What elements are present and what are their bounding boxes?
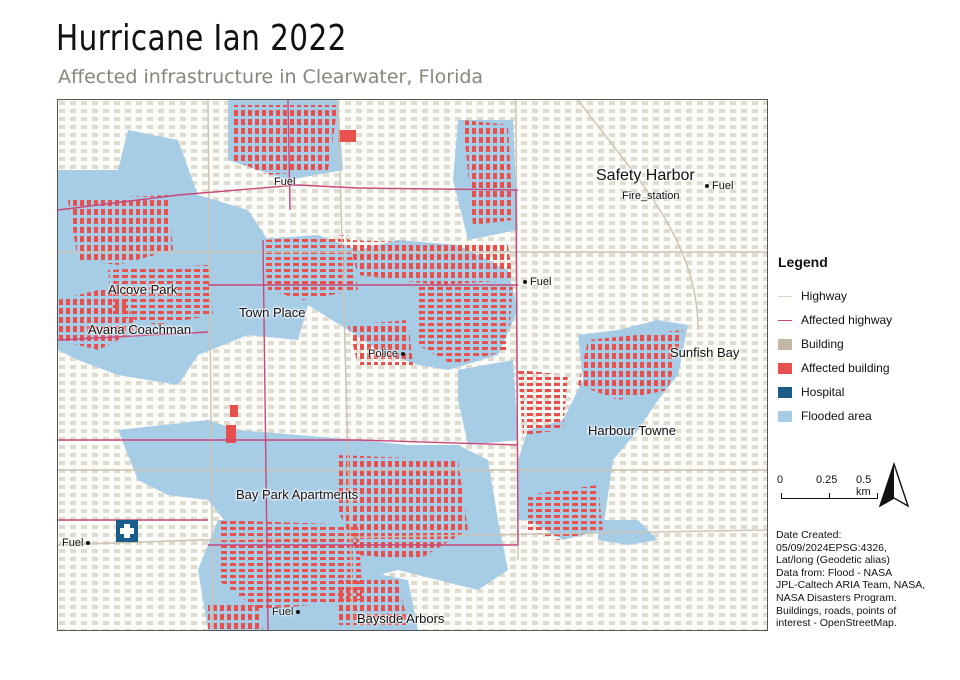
legend-swatch-flooded-area bbox=[778, 410, 792, 422]
poi-police: Police bbox=[368, 348, 408, 360]
legend-label: Highway bbox=[801, 289, 848, 303]
hospital-cross-icon bbox=[116, 520, 138, 542]
legend-item-affected-highway: Affected highway bbox=[778, 308, 948, 332]
poi-fuel-center: Fuel bbox=[520, 276, 551, 288]
legend-item-affected-building: Affected building bbox=[778, 356, 948, 380]
legend-swatch-highway bbox=[778, 295, 792, 297]
scale-bar-line bbox=[781, 492, 878, 499]
map-subtitle: Affected infrastructure in Clearwater, F… bbox=[58, 66, 484, 88]
legend-swatch-building bbox=[778, 338, 792, 350]
scale-label-025: 0.25 bbox=[816, 474, 838, 486]
poi-fuel-west: Fuel bbox=[62, 537, 93, 549]
affected-buildings-layer bbox=[58, 105, 683, 630]
poi-fuel-north: Fuel bbox=[274, 176, 296, 188]
poi-fuel-south: Fuel bbox=[272, 606, 303, 618]
map-credits: Date Created: 05/09/2024EPSG:4326, Lat/l… bbox=[776, 529, 926, 630]
map-title: Hurricane Ian 2022 bbox=[56, 18, 347, 59]
legend-swatch-affected-building bbox=[778, 362, 792, 374]
place-safety-harbor: Safety Harbor bbox=[596, 167, 695, 184]
place-sunfish-bay: Sunfish Bay bbox=[670, 345, 740, 360]
legend-swatch-hospital bbox=[778, 386, 792, 398]
legend-label: Affected highway bbox=[801, 313, 893, 327]
legend-label: Affected building bbox=[801, 361, 890, 375]
map-canvas[interactable]: Safety Harbor Alcove Park Avana Coachman… bbox=[57, 99, 768, 631]
legend-item-highway: Highway bbox=[778, 284, 948, 308]
legend-panel: Legend Highway Affected highway Building… bbox=[778, 254, 948, 428]
legend-title: Legend bbox=[778, 254, 828, 270]
north-arrow-icon bbox=[878, 461, 910, 510]
legend-label: Building bbox=[801, 337, 844, 351]
legend-label: Hospital bbox=[801, 385, 845, 399]
place-town-place: Town Place bbox=[239, 305, 306, 320]
poi-fuel-safety-harbor: Fuel bbox=[702, 180, 733, 192]
place-alcove-park: Alcove Park bbox=[108, 282, 178, 297]
scale-label-05: 0.5 km bbox=[856, 474, 872, 498]
poi-fire-station: Fire_station bbox=[622, 190, 680, 202]
legend-item-building: Building bbox=[778, 332, 948, 356]
scale-bar: 0 0.25 0.5 km bbox=[776, 474, 886, 504]
scale-label-0: 0 bbox=[777, 474, 784, 486]
legend-item-hospital: Hospital bbox=[778, 380, 948, 404]
legend-label: Flooded area bbox=[801, 409, 872, 423]
place-avana-coachman: Avana Coachman bbox=[88, 322, 192, 337]
legend-swatch-affected-highway bbox=[778, 319, 792, 321]
place-bay-park-apartments: Bay Park Apartments bbox=[236, 487, 359, 502]
place-bayside-arbors: Bayside Arbors bbox=[357, 611, 445, 626]
place-harbour-towne: Harbour Towne bbox=[588, 423, 676, 438]
legend-item-flooded-area: Flooded area bbox=[778, 404, 948, 428]
map-layers bbox=[58, 100, 767, 630]
